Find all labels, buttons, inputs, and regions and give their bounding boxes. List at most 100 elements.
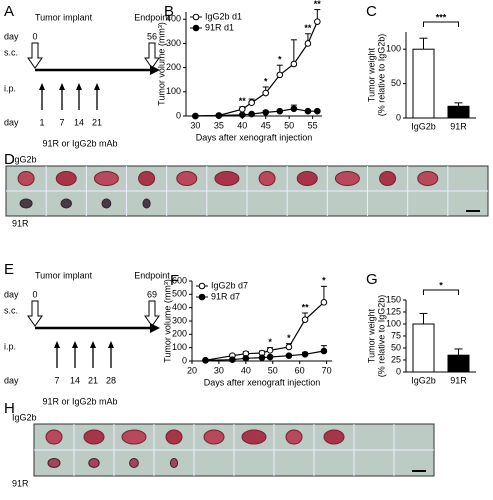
marker: [290, 105, 298, 113]
x-tick-label: 40: [237, 120, 247, 130]
marker: [229, 356, 236, 363]
y-tick-label: 0: [182, 355, 187, 365]
y-tick-label: 400: [172, 302, 187, 312]
marker: [248, 99, 255, 106]
dose-day: 21: [92, 117, 102, 127]
panel-letter: A: [4, 3, 14, 20]
y-tick-label: 0: [396, 366, 401, 376]
marker: [238, 111, 246, 119]
tumor: [241, 429, 267, 445]
panel-letter: H: [4, 400, 15, 417]
tumor: [129, 458, 139, 468]
y-tick-label: 100: [166, 86, 181, 96]
tumor: [176, 171, 198, 186]
marker: [192, 112, 199, 120]
tumor: [55, 171, 77, 186]
day-label: day: [4, 289, 19, 299]
tumor: [169, 458, 179, 468]
tumor: [417, 171, 439, 186]
y-axis-label: Tumor weight: [366, 47, 376, 102]
start-day: 0: [32, 289, 37, 299]
tumor: [142, 198, 151, 209]
tumor: [203, 429, 225, 445]
implant-label: Tumor implant: [35, 12, 93, 22]
dose-day: 7: [59, 117, 64, 127]
tumor: [258, 171, 276, 186]
dose-head: [108, 341, 114, 348]
x-tick-label: 60: [295, 365, 305, 375]
bar: [447, 105, 470, 119]
significance: *: [287, 333, 291, 343]
tumor: [121, 429, 147, 445]
significance: *: [268, 337, 272, 347]
dose-day: 21: [88, 375, 98, 385]
tumor: [296, 171, 318, 186]
significance: **: [314, 0, 322, 9]
dose-day: 14: [74, 117, 84, 127]
tumor: [101, 198, 112, 209]
start-day: 0: [32, 31, 37, 41]
tumor: [88, 458, 100, 468]
y-tick-label: 200: [172, 329, 187, 339]
marker: [266, 347, 274, 354]
tumor: [45, 429, 63, 445]
x-axis-label: Days after xenograft injection: [196, 132, 313, 142]
dose-head: [76, 83, 82, 90]
y-tick-label: 300: [166, 38, 181, 48]
y-tick-label: 75: [391, 330, 401, 340]
end-day: 56: [147, 31, 157, 41]
marker: [301, 351, 309, 358]
bar: [412, 48, 435, 119]
y-tick-label: 50: [391, 78, 401, 88]
tumor: [17, 171, 35, 186]
endpoint-label: Endpoint: [134, 270, 170, 280]
marker: [285, 352, 293, 359]
tumor: [379, 171, 397, 186]
x-tick-label: 45: [261, 120, 271, 130]
end-day: 69: [147, 289, 157, 299]
series-line: [195, 108, 318, 117]
panel-letter: B: [164, 3, 174, 20]
x-tick-label: 30: [214, 365, 224, 375]
x-tick-label: 50: [284, 120, 294, 130]
dose-head: [94, 83, 100, 90]
marker: [314, 107, 321, 115]
x-tick-label: 40: [241, 365, 251, 375]
marker: [215, 112, 223, 119]
significance: ***: [436, 12, 447, 22]
sc-label: s.c.: [4, 305, 18, 315]
y-tick-label: 150: [386, 294, 401, 304]
significance: *: [439, 280, 443, 290]
y-tick-label: 100: [386, 44, 401, 54]
marker: [314, 18, 321, 25]
significance-bracket: [423, 289, 459, 295]
implant-label: Tumor implant: [35, 270, 93, 280]
legend-marker: [192, 13, 200, 21]
tumor: [60, 198, 72, 209]
panel-letter: F: [170, 272, 179, 289]
marker: [202, 357, 209, 364]
marker: [262, 109, 270, 116]
y-axis-label: Tumor volume (mm³): [156, 22, 166, 106]
dose-day: 28: [106, 375, 116, 385]
marker: [242, 355, 250, 362]
treatment-label: 91R or IgG2b mAb: [42, 138, 117, 148]
marker: [238, 105, 246, 113]
legend-marker: [192, 24, 200, 32]
series-line: [195, 21, 318, 117]
treatment-label: 91R or IgG2b mAb: [42, 396, 117, 406]
x-tick-label: IgG2b: [411, 121, 436, 131]
bar: [447, 354, 470, 373]
ip-label: i.p.: [4, 83, 16, 93]
significance: **: [302, 302, 310, 312]
dose-day: 1: [39, 117, 44, 127]
photo-bottom-label: 91R: [12, 218, 29, 228]
bar: [412, 323, 435, 373]
x-tick-label: 50: [268, 365, 278, 375]
dose-day: 14: [70, 375, 80, 385]
marker: [248, 110, 255, 118]
significance: **: [239, 96, 247, 106]
y-tick-label: 400: [166, 14, 181, 24]
y-tick-label: 100: [386, 318, 401, 328]
